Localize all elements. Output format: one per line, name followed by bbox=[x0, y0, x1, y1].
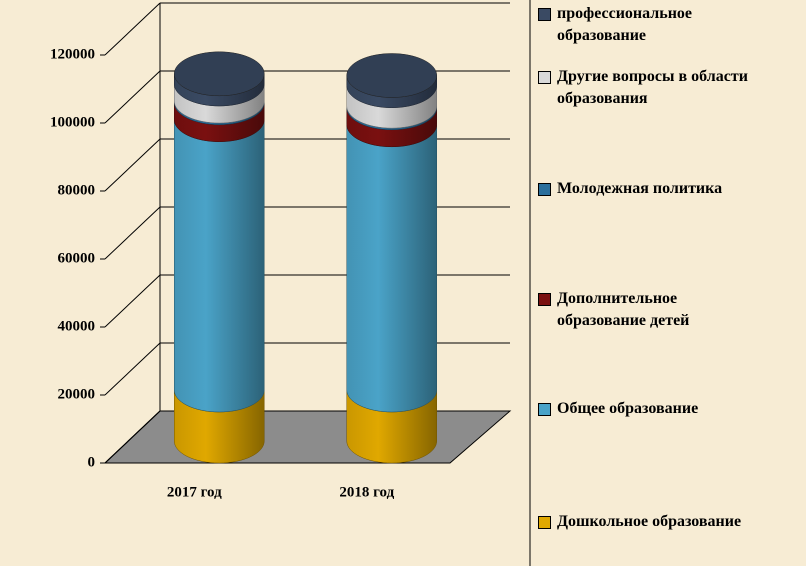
grid-line bbox=[104, 2, 161, 56]
legend-swatch bbox=[538, 403, 551, 416]
x-tick-label: 2018 год bbox=[339, 484, 394, 500]
bar-segment bbox=[174, 119, 265, 413]
legend-item: Общее образование bbox=[538, 398, 800, 420]
x-tick-label: 2017 год bbox=[167, 484, 222, 500]
grid-line bbox=[104, 206, 161, 260]
legend-item: Молодежная политика bbox=[538, 178, 800, 200]
legend-item: Дошкольное образование bbox=[538, 511, 800, 533]
legend-label: Общее образование bbox=[557, 400, 699, 417]
legend-item: Дополнительное образование детей bbox=[538, 288, 800, 332]
floor-edge bbox=[104, 410, 161, 464]
floor bbox=[103, 410, 512, 464]
grid-line bbox=[104, 274, 161, 328]
legend-swatch bbox=[538, 8, 551, 21]
legend-item: профессиональное образование bbox=[538, 3, 800, 47]
bar-top bbox=[346, 53, 437, 98]
bar-segment bbox=[346, 124, 437, 413]
y-tick-label: 100000 bbox=[50, 114, 95, 130]
y-tick-label: 120000 bbox=[50, 46, 95, 62]
legend-swatch bbox=[538, 293, 551, 306]
bar-top bbox=[174, 51, 265, 97]
y-tick-label: 60000 bbox=[58, 250, 96, 266]
legend-label: Другие вопросы в области образования bbox=[557, 68, 748, 107]
legend-label: Молодежная политика bbox=[557, 180, 723, 197]
grid-line bbox=[104, 342, 161, 396]
y-tick-label: 0 bbox=[88, 454, 96, 470]
legend-label: Дошкольное образование bbox=[557, 513, 742, 530]
legend-swatch bbox=[538, 71, 551, 84]
y-tick-label: 80000 bbox=[58, 182, 96, 198]
y-tick-label: 40000 bbox=[58, 318, 96, 334]
y-tick-label: 20000 bbox=[58, 386, 96, 402]
legend-label: Дополнительное образование детей bbox=[557, 290, 690, 329]
legend: Дошкольное образование Общее образование Д… bbox=[538, 0, 800, 566]
grid-line bbox=[104, 138, 161, 192]
legend-swatch bbox=[538, 516, 551, 529]
legend-item: Другие вопросы в области образования bbox=[538, 66, 800, 110]
legend-swatch bbox=[538, 183, 551, 196]
legend-label: профессиональное образование bbox=[557, 5, 693, 44]
grid-line bbox=[104, 70, 161, 124]
